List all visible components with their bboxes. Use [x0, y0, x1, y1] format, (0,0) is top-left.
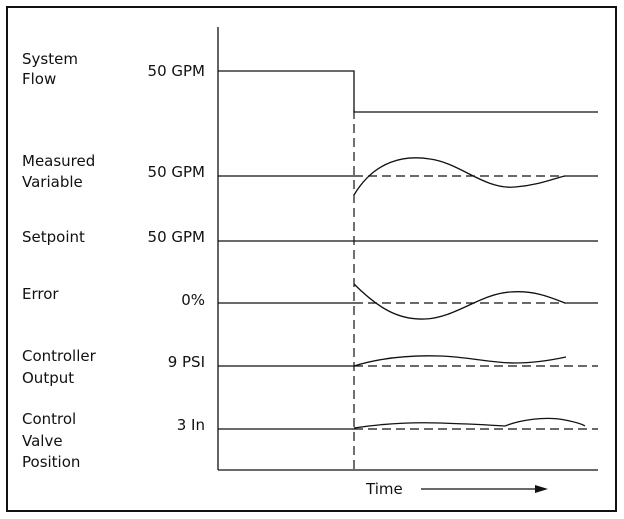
control-valve-value: 3 In — [177, 416, 205, 434]
system-flow-label-line2: Flow — [22, 70, 56, 88]
error-value: 0% — [181, 291, 205, 309]
setpoint-label: Setpoint — [22, 228, 85, 246]
controller-output-response — [353, 355, 567, 367]
setpoint-value: 50 GPM — [148, 228, 205, 246]
measured-variable-value: 50 GPM — [148, 163, 205, 181]
control-valve-label-line1: Control — [22, 410, 76, 428]
controller-output-value: 9 PSI — [168, 353, 205, 371]
control-valve-label-line3: Position — [22, 453, 80, 471]
measured-variable-response — [353, 157, 566, 196]
diagram-border — [6, 6, 617, 512]
system-flow-value: 50 GPM — [148, 62, 205, 80]
controller-output-label-line2: Output — [22, 369, 74, 387]
error-label: Error — [22, 285, 59, 303]
control-valve-response — [353, 417, 586, 429]
time-axis-label: Time — [365, 480, 403, 498]
time-arrow-icon — [535, 485, 548, 493]
measured-variable-label-line2: Variable — [22, 173, 83, 191]
system-flow-trace — [218, 70, 598, 113]
controller-output-label-line1: Controller — [22, 347, 97, 365]
error-response — [353, 283, 566, 320]
system-flow-label-line1: System — [22, 50, 78, 68]
control-valve-label-line2: Valve — [22, 432, 63, 450]
measured-variable-label-line1: Measured — [22, 152, 95, 170]
